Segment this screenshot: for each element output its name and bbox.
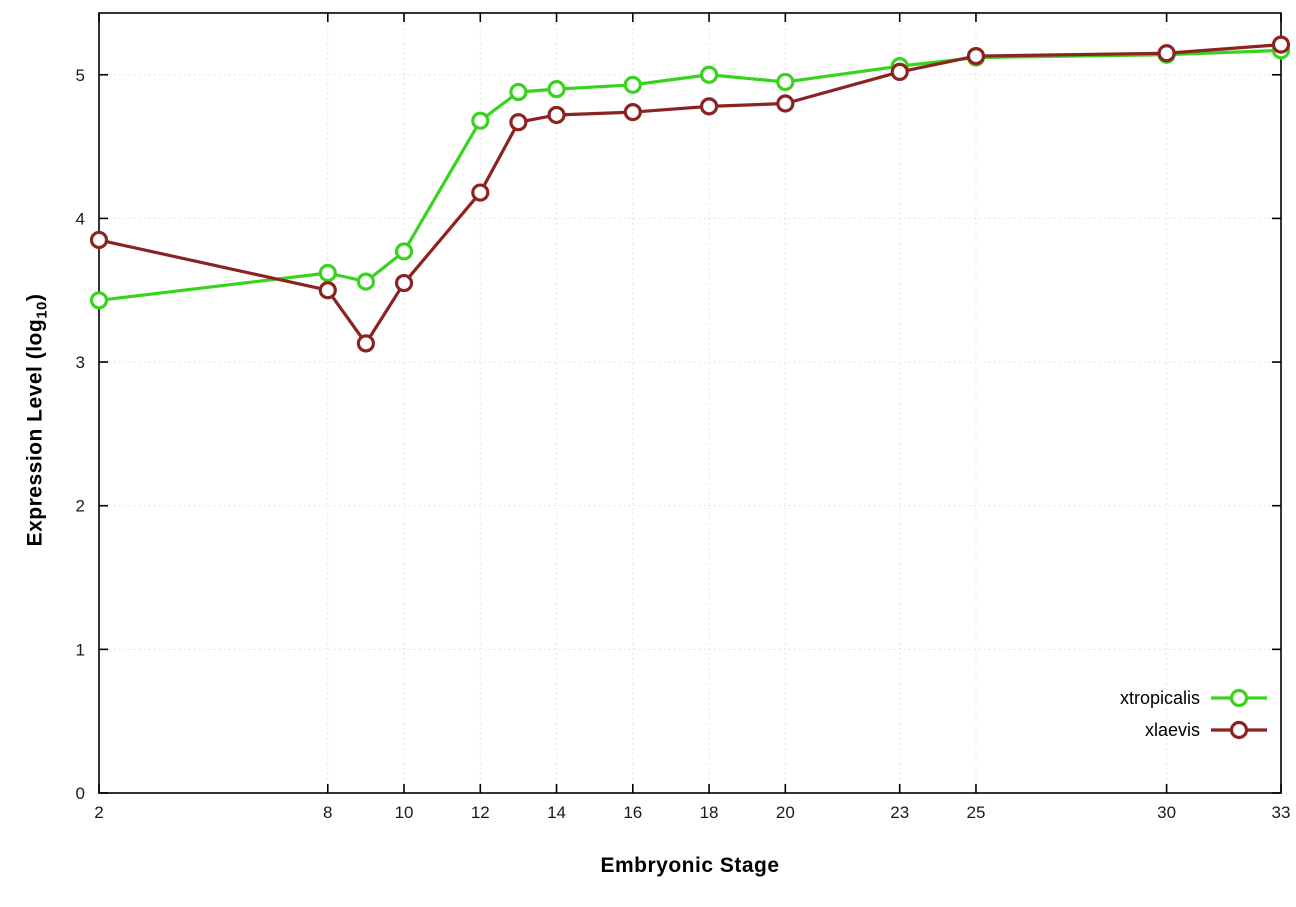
y-tick-label: 5	[76, 66, 85, 85]
data-point-xlaevis	[776, 94, 795, 113]
legend-sample-icon-xlaevis	[1211, 720, 1267, 740]
y-tick-label: 2	[76, 497, 85, 516]
data-point-xlaevis	[966, 46, 986, 66]
data-point-xlaevis	[356, 334, 376, 353]
data-point-xtropicalis	[623, 75, 642, 94]
data-point-xlaevis	[1157, 44, 1176, 63]
legend-item-xlaevis: xlaevis	[1145, 714, 1268, 746]
axis-ticks	[98, 13, 1282, 794]
data-point-xtropicalis	[471, 111, 490, 130]
data-point-xtropicalis	[356, 272, 376, 291]
data-point-xtropicalis	[547, 80, 566, 99]
x-tick-label: 8	[323, 803, 332, 822]
y-tick-label: 0	[76, 784, 85, 803]
data-point-xtropicalis	[776, 72, 795, 92]
data-point-xlaevis	[699, 97, 719, 116]
x-tick-label: 18	[700, 803, 719, 822]
x-tick-label: 33	[1272, 803, 1291, 822]
data-point-xtropicalis	[699, 65, 719, 84]
series-line-xtropicalis	[97, 48, 1283, 302]
x-tick-label: 14	[547, 803, 566, 822]
series-xlaevis	[89, 35, 1291, 353]
series-xtropicalis	[89, 41, 1291, 310]
data-point-xlaevis	[623, 103, 642, 122]
plot-border	[98, 12, 1282, 794]
data-point-xlaevis	[471, 183, 490, 202]
y-tick-label: 4	[76, 209, 85, 228]
data-point-xtropicalis	[394, 242, 414, 261]
data-point-xlaevis	[547, 105, 566, 125]
series-line-xlaevis	[97, 43, 1283, 345]
data-point-xlaevis	[890, 62, 909, 81]
x-tick-label: 23	[890, 803, 909, 822]
x-tick-label: 30	[1157, 803, 1176, 822]
gridlines	[98, 13, 1282, 794]
y-axis-label-suffix: )	[23, 293, 47, 302]
data-point-xtropicalis	[89, 291, 109, 310]
legend-label-xtropicalis: xtropicalis	[1119, 687, 1200, 708]
y-axis-label-subscript: 10	[33, 301, 51, 319]
y-axis-label: Expression Level (log10)	[23, 294, 50, 547]
x-tick-label: 20	[776, 803, 795, 822]
legend-item-xtropicalis: xtropicalis	[1120, 682, 1268, 714]
x-tick-label: 10	[395, 803, 414, 822]
data-point-xlaevis	[318, 281, 337, 300]
x-axis-label: Embryonic Stage	[600, 854, 779, 878]
y-axis-label-prefix: Expression Level (log	[23, 318, 47, 547]
x-axis-label-text: Embryonic Stage	[600, 854, 780, 877]
data-point-xlaevis	[1271, 35, 1291, 54]
x-tick-label: 16	[623, 803, 642, 822]
data-point-xlaevis	[89, 230, 109, 250]
data-point-xtropicalis	[509, 82, 528, 102]
y-tick-label: 3	[76, 353, 85, 372]
data-point-xlaevis	[394, 273, 414, 293]
x-tick-label: 2	[94, 803, 103, 822]
x-tick-label: 12	[471, 803, 490, 822]
data-point-xlaevis	[509, 113, 528, 132]
legend-sample-icon-xtropicalis	[1211, 688, 1267, 708]
legend-label-xlaevis: xlaevis	[1144, 719, 1200, 740]
legend: xtropicalis xlaevis	[1120, 682, 1268, 746]
y-tick-label: 1	[76, 640, 85, 659]
data-point-xtropicalis	[318, 263, 337, 283]
x-tick-label: 25	[967, 803, 986, 822]
